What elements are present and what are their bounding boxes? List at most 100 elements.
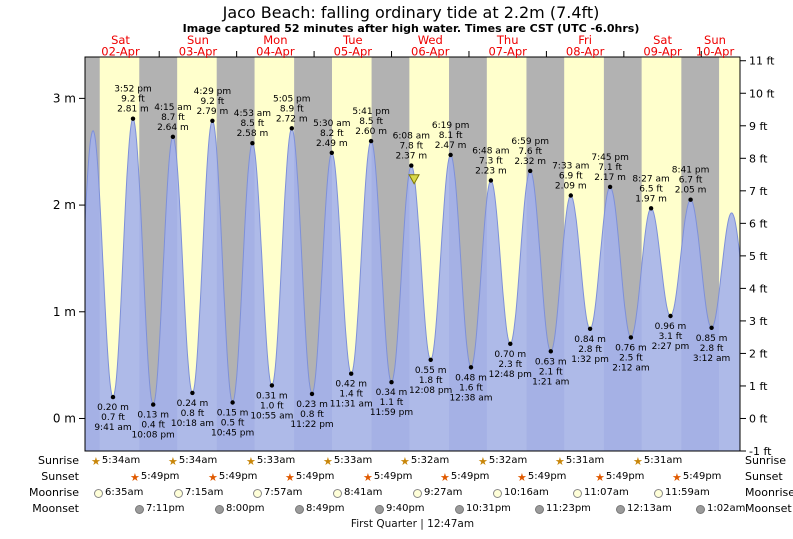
sunset-entry: ★ 5:49pm	[130, 470, 179, 484]
moonrise-time: 7:15am	[185, 487, 224, 498]
astro-row-label-moonrise: Moonrise	[29, 486, 79, 499]
tide-annotation-line: 8.1 ft	[439, 131, 463, 141]
right-axis-label: 5 ft	[749, 250, 768, 263]
tide-annotation-line: 2.81 m	[117, 105, 149, 115]
sunset-entry: ★ 5:49pm	[517, 470, 566, 484]
tide-annotation-line: 6:48 am	[472, 147, 509, 157]
day-label-date: 10-Apr	[696, 45, 735, 59]
left-axis-label: 2 m	[53, 198, 76, 212]
high-tide-dot	[607, 184, 613, 190]
high-tide-annotation: 5:30 am 8.2 ft 2.49 m	[313, 119, 350, 149]
tide-annotation-line: 10:08 pm	[132, 431, 175, 441]
sunrise-time: 5:34am	[101, 455, 141, 466]
day-label: Fri 08-Apr	[566, 33, 605, 59]
sunrise-star-icon: ★	[400, 454, 410, 468]
right-axis-label: 6 ft	[749, 217, 768, 230]
tide-annotation-line: 1.1 ft	[380, 398, 404, 408]
moonset-time: 8:00pm	[226, 503, 265, 514]
moonrise-icon	[573, 488, 582, 498]
tide-annotation-line: 2.3 ft	[498, 360, 522, 370]
high-tide-annotation: 5:41 pm 8.5 ft 2.60 m	[352, 107, 390, 137]
low-tide-annotation: 0.13 m 0.4 ft 10:08 pm	[132, 411, 175, 441]
sunset-time: 5:49pm	[682, 471, 722, 482]
high-tide-dot	[250, 141, 255, 146]
tide-annotation-line: 5:30 am	[313, 119, 350, 129]
right-axis-label: -1 ft	[749, 445, 772, 458]
tide-annotation-line: 0.70 m	[494, 350, 526, 360]
low-tide-dot	[230, 400, 235, 405]
moonrise-time: 8:41am	[344, 487, 383, 498]
tide-annotation-line: 3:12 am	[693, 354, 730, 364]
tide-annotation-line: 10:45 pm	[211, 429, 254, 439]
low-tide-annotation: 0.23 m 0.8 ft 11:22 pm	[290, 400, 333, 430]
tide-annotation-line: 6.9 ft	[559, 172, 583, 182]
moonrise-entry: 7:57am	[253, 486, 302, 500]
right-axis-label: 3 ft	[749, 315, 768, 328]
moonrise-entry: 9:27am	[413, 486, 462, 500]
astro-row-label-moonset-right: Moonset	[745, 502, 792, 515]
tide-annotation-line: 0.31 m	[256, 391, 288, 401]
moonset-entry: 8:49pm	[295, 502, 345, 516]
tide-annotation-line: 2.72 m	[276, 114, 308, 124]
moonrise-time: 6:35am	[105, 487, 144, 498]
sunrise-entry: ★ 5:31am	[555, 454, 604, 468]
sunrise-time: 5:32am	[488, 455, 528, 466]
sunrise-time: 5:31am	[565, 455, 605, 466]
tide-annotation-line: 8.7 ft	[161, 113, 185, 123]
tide-annotation-line: 2.32 m	[514, 157, 546, 167]
high-tide-dot	[409, 163, 414, 168]
tide-annotation-line: 8.5 ft	[359, 117, 383, 127]
low-tide-annotation: 0.34 m 1.1 ft 11:59 pm	[370, 388, 413, 418]
sunrise-entry: ★ 5:32am	[478, 454, 527, 468]
high-tide-annotation: 4:29 pm 9.2 ft 2.79 m	[194, 87, 232, 117]
tide-annotation-line: 0.23 m	[296, 400, 328, 410]
high-tide-dot	[488, 178, 494, 183]
high-tide-annotation: 3:52 pm 9.2 ft 2.81 m	[114, 85, 152, 115]
tide-annotation-line: 4:29 pm	[194, 87, 232, 97]
tide-annotation-line: 2.8 ft	[578, 345, 602, 355]
day-label-date: 06-Apr	[411, 45, 450, 59]
tide-annotation-line: 0.8 ft	[300, 410, 324, 420]
sunrise-entry: ★ 5:34am	[168, 454, 217, 468]
sunrise-entry: ★ 5:34am	[91, 454, 140, 468]
moonset-entry: 11:23pm	[535, 502, 591, 516]
sunset-time: 5:49pm	[218, 471, 258, 482]
day-label: Sat 09-Apr	[643, 33, 682, 59]
moonset-time: 9:40pm	[386, 503, 425, 514]
tide-annotation-line: 0.8 ft	[181, 409, 205, 419]
sunset-star-icon: ★	[208, 470, 218, 484]
moonrise-entry: 8:41am	[333, 486, 382, 500]
astro-row-label-moonset: Moonset	[32, 502, 79, 515]
day-label-dow: Sun	[704, 33, 726, 47]
tide-annotation-line: 1.6 ft	[459, 383, 483, 393]
tide-annotation-line: 9.2 ft	[201, 97, 225, 107]
high-tide-annotation: 5:05 pm 8.9 ft 2.72 m	[273, 94, 311, 124]
right-axis-label: 7 ft	[749, 185, 768, 198]
tide-annotation-line: 10:55 am	[250, 411, 293, 421]
moonset-time: 12:13am	[627, 503, 672, 514]
low-tide-annotation: 0.85 m 2.8 ft 3:12 am	[693, 334, 730, 364]
tide-annotation-line: 7:33 am	[552, 162, 589, 172]
low-tide-dot	[309, 391, 315, 397]
high-tide-annotation: 7:45 pm 7.1 ft 2.17 m	[591, 153, 629, 183]
sunrise-time: 5:31am	[643, 455, 683, 466]
day-label-date: 02-Apr	[101, 45, 140, 59]
sunset-entry: ★ 5:49pm	[363, 470, 412, 484]
tide-annotation-line: 6:08 am	[393, 132, 430, 142]
right-axis-label: 0 ft	[749, 412, 768, 425]
tide-annotation-line: 11:59 pm	[370, 408, 413, 418]
sunset-entry: ★ 5:49pm	[208, 470, 257, 484]
sunset-entry: ★ 5:49pm	[672, 470, 721, 484]
tide-annotation-line: 4:53 am	[234, 109, 271, 119]
moonrise-entry: 7:15am	[174, 486, 223, 500]
tide-annotation-line: 0.55 m	[415, 366, 447, 376]
high-tide-dot	[289, 126, 294, 131]
tide-annotation-line: 1.97 m	[635, 194, 667, 204]
tide-annotation-line: 8.9 ft	[280, 104, 304, 114]
day-label-date: 04-Apr	[256, 45, 295, 59]
tide-annotation-line: 3.1 ft	[659, 332, 683, 342]
current-time-marker	[408, 174, 420, 185]
day-label-dow: Sun	[187, 33, 209, 47]
sunrise-star-icon: ★	[478, 454, 488, 468]
